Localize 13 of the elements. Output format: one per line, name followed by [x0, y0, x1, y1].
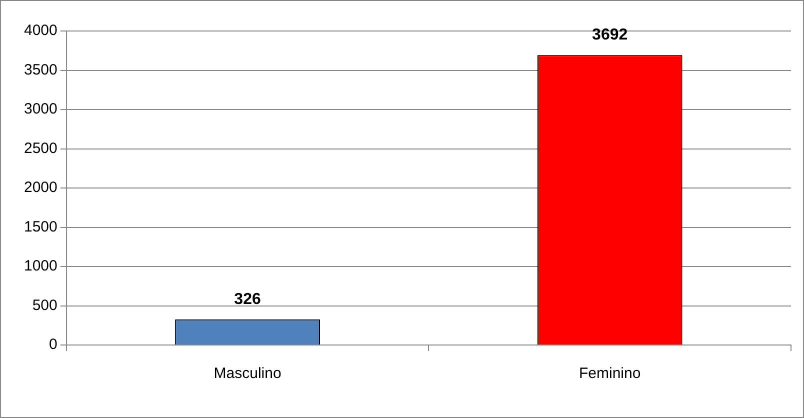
- data-label: 3692: [592, 26, 628, 44]
- y-tick-label: 0: [49, 336, 58, 354]
- y-tick-label: 1000: [24, 258, 58, 275]
- x-tick-label: Masculino: [214, 365, 282, 382]
- data-label: 326: [234, 290, 261, 308]
- y-tick-label: 2000: [24, 179, 58, 196]
- y-tick-label: 1500: [24, 218, 58, 236]
- x-tick-label: Feminino: [578, 365, 641, 382]
- y-tick-label: 2500: [24, 140, 58, 157]
- y-tick-label: 500: [32, 296, 58, 314]
- y-tick-label: 3500: [24, 61, 58, 78]
- y-tick-label: 4000: [24, 22, 58, 40]
- y-tick-label: 3000: [24, 100, 58, 118]
